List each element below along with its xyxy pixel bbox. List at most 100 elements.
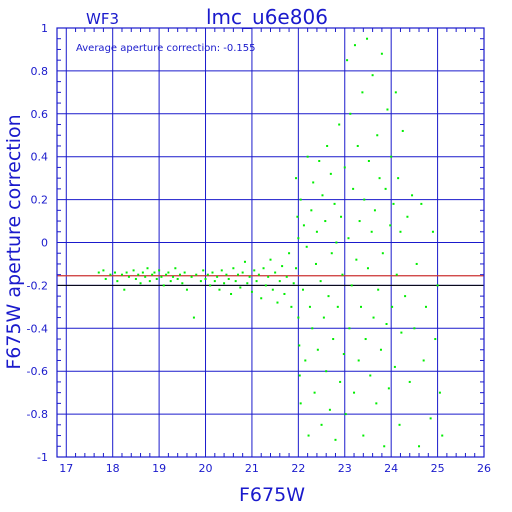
- data-point: [358, 220, 361, 223]
- data-point: [153, 271, 156, 274]
- data-point: [246, 282, 249, 285]
- data-point: [123, 288, 126, 291]
- data-point: [327, 295, 330, 298]
- data-point: [146, 267, 149, 270]
- data-point: [158, 269, 161, 272]
- data-point: [239, 286, 242, 289]
- y-tick-labels: 1 0.8 0.6 0.4 0.2 0 -0.2 -0.4 -0.6 -0.8 -1: [27, 22, 48, 464]
- data-point: [313, 391, 316, 394]
- data-point: [357, 359, 360, 362]
- data-point: [356, 144, 359, 147]
- data-point: [144, 275, 147, 278]
- data-point: [211, 271, 214, 274]
- data-point: [264, 284, 267, 287]
- data-point: [178, 273, 181, 276]
- data-point: [336, 305, 339, 308]
- data-point: [241, 271, 244, 274]
- data-point: [375, 402, 378, 405]
- x-tick-labels: 17 18 19 20 21 22 23 24 25 26: [59, 462, 491, 475]
- data-point: [298, 374, 301, 377]
- data-point: [392, 202, 395, 205]
- data-point: [355, 258, 358, 261]
- x-tick-label: 21: [245, 462, 259, 475]
- data-point: [353, 391, 356, 394]
- data-point: [329, 172, 332, 175]
- data-point: [216, 275, 219, 278]
- data-point: [344, 413, 347, 416]
- data-point: [310, 209, 313, 212]
- y-tick-label: 0: [41, 237, 48, 250]
- data-point: [387, 387, 390, 390]
- data-point: [209, 284, 212, 287]
- annotation: Average aperture correction: -0.155: [76, 43, 256, 54]
- data-point: [285, 275, 288, 278]
- data-point: [213, 280, 216, 283]
- data-point: [333, 202, 336, 205]
- data-point: [376, 134, 379, 137]
- chart-title: lmc_u6e806: [206, 5, 328, 29]
- data-point: [385, 323, 388, 326]
- data-point: [137, 273, 140, 276]
- data-point: [134, 277, 137, 280]
- data-point: [342, 353, 345, 356]
- data-point: [339, 380, 342, 383]
- data-point: [176, 277, 179, 280]
- data-points: [97, 37, 444, 448]
- y-tick-label: -0.4: [27, 322, 48, 335]
- data-point: [169, 280, 172, 283]
- data-point: [399, 230, 402, 233]
- data-point: [237, 273, 240, 276]
- data-point: [278, 280, 281, 283]
- y-tick-label: 0.4: [31, 151, 49, 164]
- data-point: [364, 338, 367, 341]
- data-point: [312, 181, 315, 184]
- data-point: [321, 194, 324, 197]
- x-tick-label: 23: [338, 462, 352, 475]
- data-point: [297, 316, 300, 319]
- data-point: [301, 288, 304, 291]
- data-point: [97, 271, 100, 274]
- data-point: [120, 273, 123, 276]
- data-point: [397, 177, 400, 180]
- data-point: [394, 91, 397, 94]
- data-point: [199, 280, 202, 283]
- data-point: [141, 271, 144, 274]
- data-point: [225, 273, 228, 276]
- data-point: [366, 267, 369, 270]
- data-point: [220, 269, 223, 272]
- data-point: [413, 327, 416, 330]
- data-point: [395, 273, 398, 276]
- data-point: [324, 220, 327, 223]
- data-point: [223, 282, 226, 285]
- y-tick-label: -0.2: [27, 279, 48, 292]
- data-point: [192, 316, 195, 319]
- data-point: [185, 288, 188, 291]
- data-point: [218, 288, 221, 291]
- data-point: [318, 159, 321, 162]
- data-point: [230, 292, 233, 295]
- data-point: [373, 209, 376, 212]
- data-point: [232, 267, 235, 270]
- data-point: [347, 237, 350, 240]
- data-point: [296, 215, 299, 218]
- data-point: [262, 267, 265, 270]
- data-point: [253, 269, 256, 272]
- data-point: [378, 177, 381, 180]
- data-point: [183, 271, 186, 274]
- data-point: [338, 123, 341, 126]
- data-point: [290, 305, 293, 308]
- data-point: [400, 331, 403, 334]
- data-point: [174, 267, 177, 270]
- data-point: [295, 267, 298, 270]
- y-tick-label: 1: [41, 22, 48, 35]
- data-point: [132, 269, 135, 272]
- data-point: [363, 198, 366, 201]
- data-point: [398, 423, 401, 426]
- x-tick-label: 25: [431, 462, 445, 475]
- y-axis-title: F675W aperture correction: [3, 114, 25, 369]
- x-tick-label: 26: [477, 462, 491, 475]
- data-point: [267, 275, 270, 278]
- data-point: [326, 144, 329, 147]
- data-point: [386, 108, 389, 111]
- data-point: [332, 338, 335, 341]
